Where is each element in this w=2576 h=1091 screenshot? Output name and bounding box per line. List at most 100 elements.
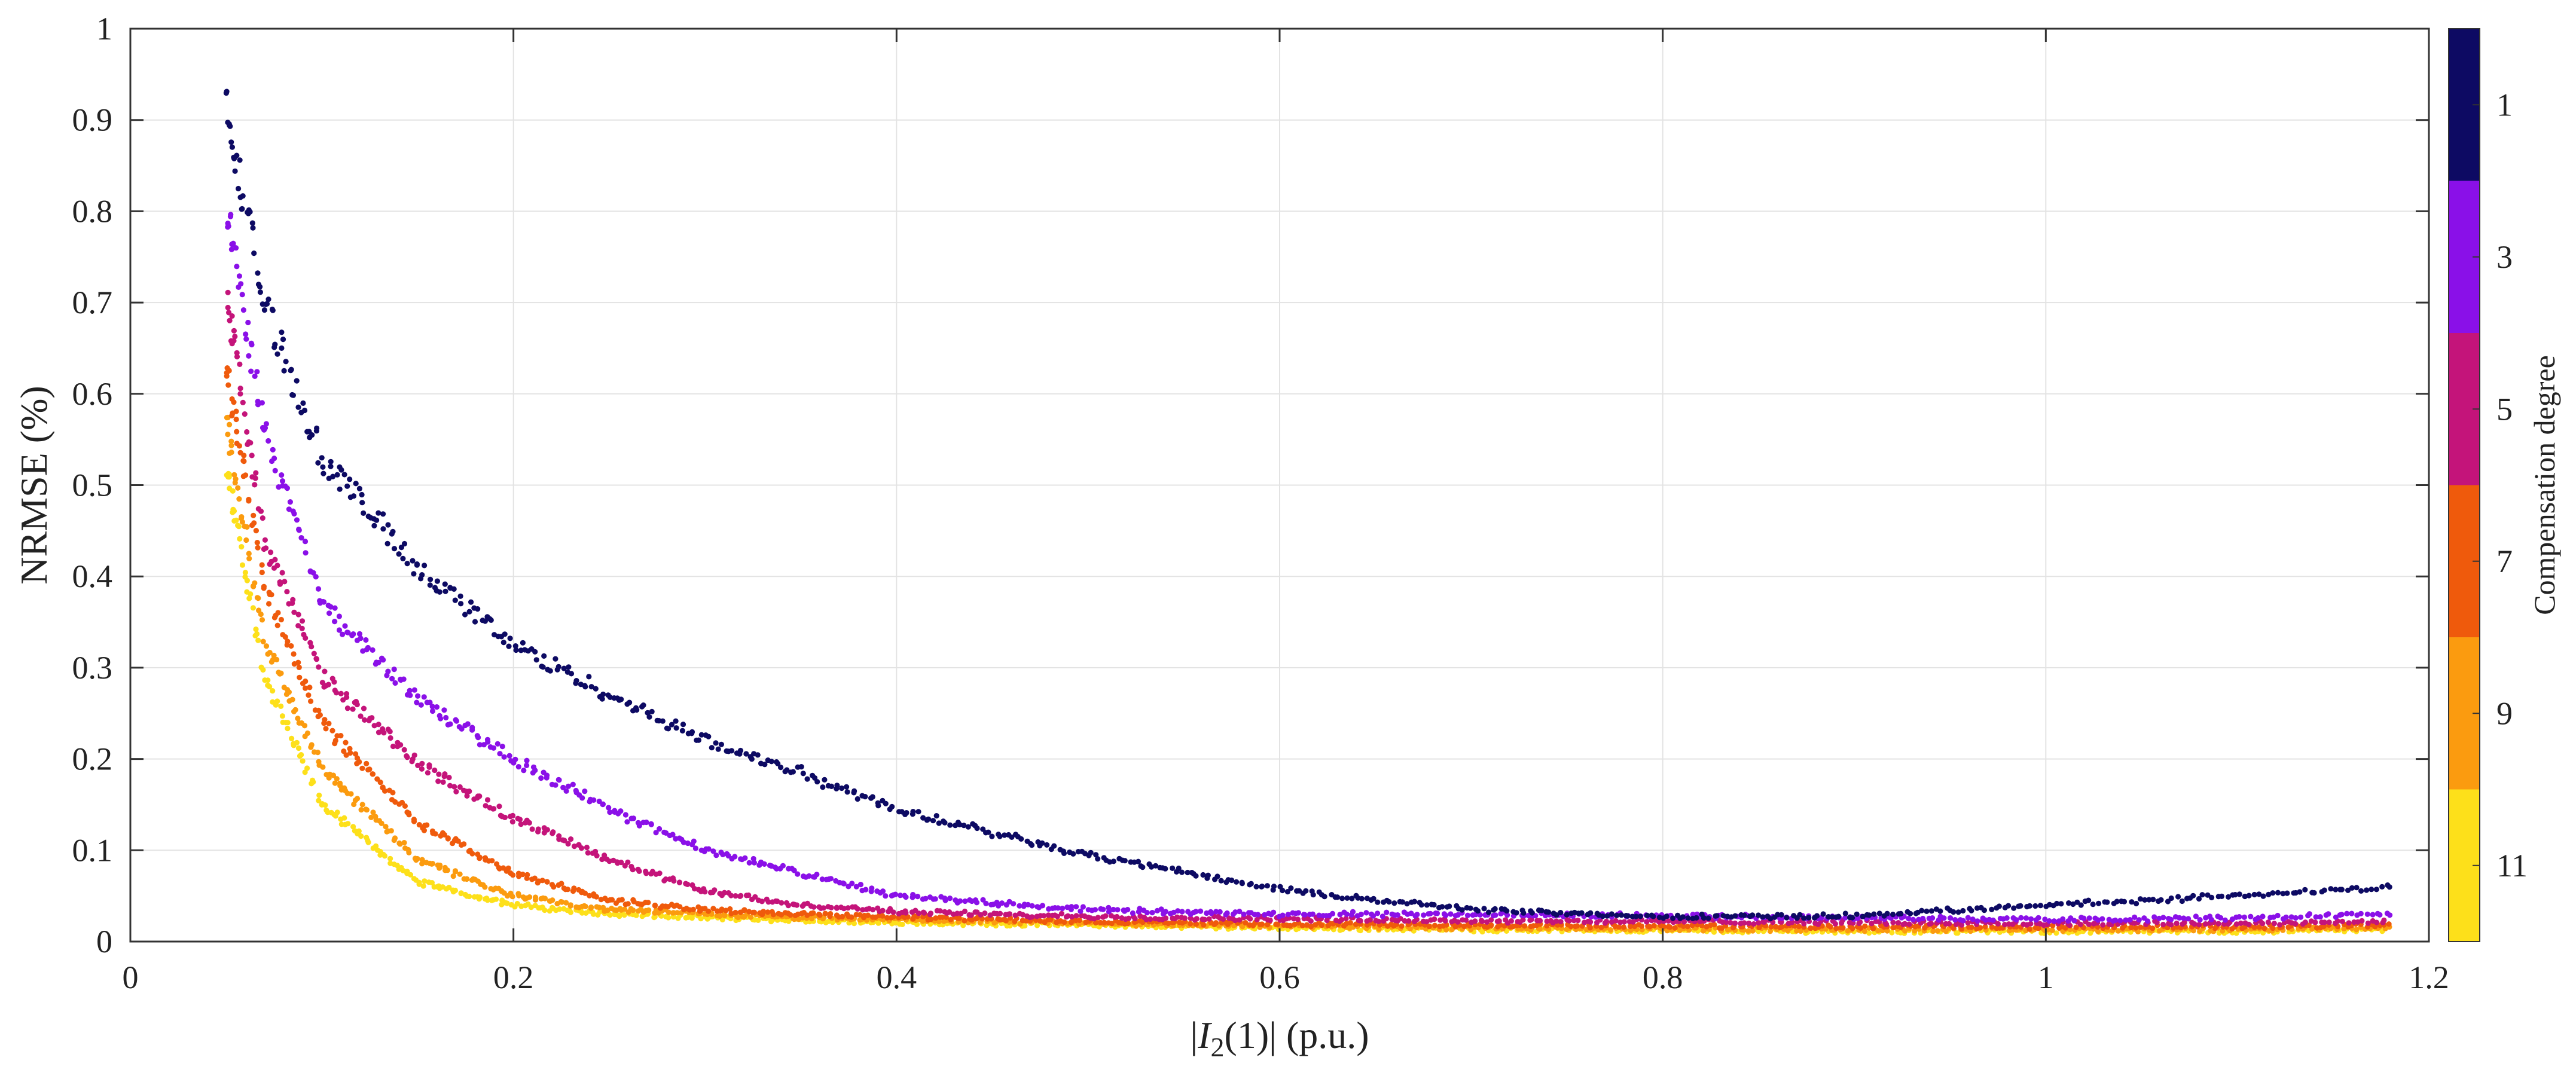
scatter-point [354, 796, 361, 802]
scatter-point [1232, 909, 1238, 915]
scatter-point [1125, 920, 1131, 927]
scatter-point [1906, 921, 1912, 927]
scatter-point [828, 783, 835, 789]
scatter-point [2175, 894, 2181, 900]
scatter-point [1598, 924, 1604, 930]
scatter-point [541, 653, 547, 659]
scatter-point [315, 750, 321, 756]
scatter-point [553, 782, 558, 788]
scatter-point [2297, 889, 2303, 895]
scatter-point [804, 776, 810, 782]
scatter-point [1182, 915, 1188, 921]
scatter-point [226, 471, 232, 477]
series-degree-3 [225, 212, 2393, 924]
scatter-point [857, 882, 863, 888]
scatter-point [817, 912, 823, 918]
scatter-point [2132, 914, 2138, 920]
scatter-point [1287, 922, 1293, 928]
scatter-point [1875, 928, 1881, 934]
scatter-point [274, 563, 280, 569]
scatter-point [475, 606, 481, 612]
scatter-point [2271, 921, 2277, 927]
scatter-point [279, 345, 285, 352]
scatter-point [1114, 913, 1120, 920]
scatter-point [1989, 906, 1995, 912]
scatter-point [371, 522, 377, 529]
scatter-point [442, 588, 448, 594]
scatter-point [2256, 924, 2262, 930]
scatter-point [2035, 915, 2041, 921]
scatter-point [2074, 899, 2080, 905]
scatter-point [2142, 897, 2148, 903]
scatter-point [517, 817, 523, 823]
scatter-point [2006, 903, 2012, 909]
scatter-point [348, 791, 354, 797]
scatter-point [2174, 920, 2180, 927]
scatter-point [618, 808, 624, 814]
scatter-point [391, 546, 398, 552]
scatter-point [2246, 921, 2252, 927]
scatter-point [841, 881, 847, 887]
scatter-point [633, 912, 639, 918]
scatter-point [2049, 927, 2055, 933]
scatter-point [1427, 910, 1433, 916]
scatter-point [822, 777, 828, 783]
scatter-point [1741, 912, 1747, 918]
scatter-point [422, 878, 428, 884]
scatter-point [1088, 849, 1094, 855]
scatter-point [359, 802, 365, 808]
scatter-point [411, 752, 417, 758]
scatter-point [1375, 910, 1381, 916]
scatter-point [255, 545, 261, 551]
scatter-point [814, 779, 820, 785]
scatter-point [551, 884, 557, 890]
scatter-point [1672, 925, 1678, 931]
scatter-point [270, 688, 276, 694]
scatter-point [627, 699, 633, 705]
scatter-point [1603, 918, 1610, 924]
scatter-point [390, 790, 396, 796]
scatter-point [1995, 921, 2001, 927]
scatter-point [1529, 910, 1535, 916]
scatter-point [285, 720, 291, 726]
scatter-point [883, 800, 889, 806]
scatter-point [1633, 913, 1639, 919]
scatter-point [347, 745, 353, 751]
scatter-point [880, 888, 886, 894]
scatter-point [1496, 918, 1502, 924]
scatter-point [898, 893, 904, 899]
scatter-point [477, 855, 483, 861]
scatter-point [1271, 909, 1277, 915]
scatter-point [1280, 887, 1286, 894]
scatter-point [246, 498, 252, 504]
scatter-point [1768, 924, 1774, 930]
scatter-point [969, 917, 975, 923]
scatter-point [2372, 924, 2378, 930]
scatter-point [330, 772, 337, 778]
scatter-point [2364, 911, 2370, 917]
scatter-point [596, 904, 602, 910]
scatter-point [1247, 916, 1253, 922]
scatter-point [309, 432, 315, 438]
scatter-point [1125, 915, 1132, 921]
scatter-point [532, 768, 538, 774]
scatter-point [390, 528, 396, 534]
scatter-point [495, 741, 500, 747]
scatter-point [509, 812, 516, 818]
scatter-point [2071, 918, 2077, 924]
scatter-point [356, 759, 362, 765]
scatter-point [1115, 907, 1121, 913]
scatter-point [370, 771, 376, 777]
scatter-point [279, 570, 285, 576]
scatter-point [1285, 912, 1291, 918]
scatter-point [521, 768, 527, 774]
scatter-point [571, 844, 578, 849]
scatter-point [844, 784, 850, 790]
scatter-point [834, 905, 840, 911]
scatter-point [1179, 869, 1185, 875]
scatter-point [228, 246, 234, 252]
scatter-point [747, 914, 753, 920]
scatter-point [341, 472, 347, 478]
scatter-point [251, 250, 257, 256]
scatter-point [321, 470, 326, 476]
